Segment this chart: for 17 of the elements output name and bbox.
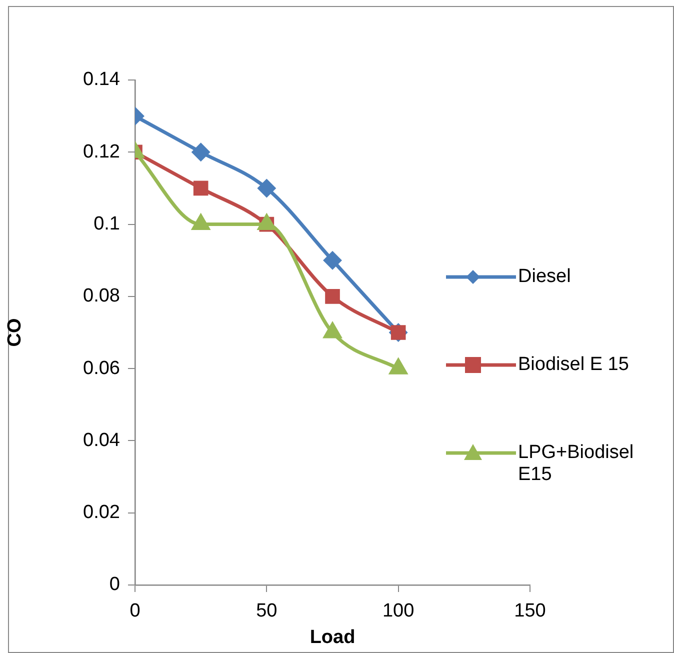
x-tick-label: 0 — [130, 600, 140, 622]
y-tick-label: 0.1 — [94, 214, 120, 235]
x-tick-label: 50 — [256, 600, 278, 622]
y-tick-label: 0 — [109, 574, 120, 596]
y-tick-label: 0.06 — [83, 358, 120, 379]
x-axis-title: Load — [310, 626, 356, 648]
y-tick-label: 0.12 — [83, 141, 120, 162]
y-tick-label: 0.04 — [83, 430, 120, 451]
legend-label: LPG+Biodisel E15 — [518, 442, 635, 486]
y-tick-label: 0.08 — [83, 286, 120, 307]
x-tick-label: 100 — [382, 600, 414, 622]
y-axis-title: CO — [4, 318, 26, 347]
legend-label: Diesel — [518, 266, 571, 288]
x-tick-label: 150 — [514, 600, 546, 622]
y-tick-label: 0.02 — [83, 502, 120, 524]
legend-label: Biodisel E 15 — [518, 354, 629, 376]
y-tick-label: 0.14 — [83, 69, 120, 90]
